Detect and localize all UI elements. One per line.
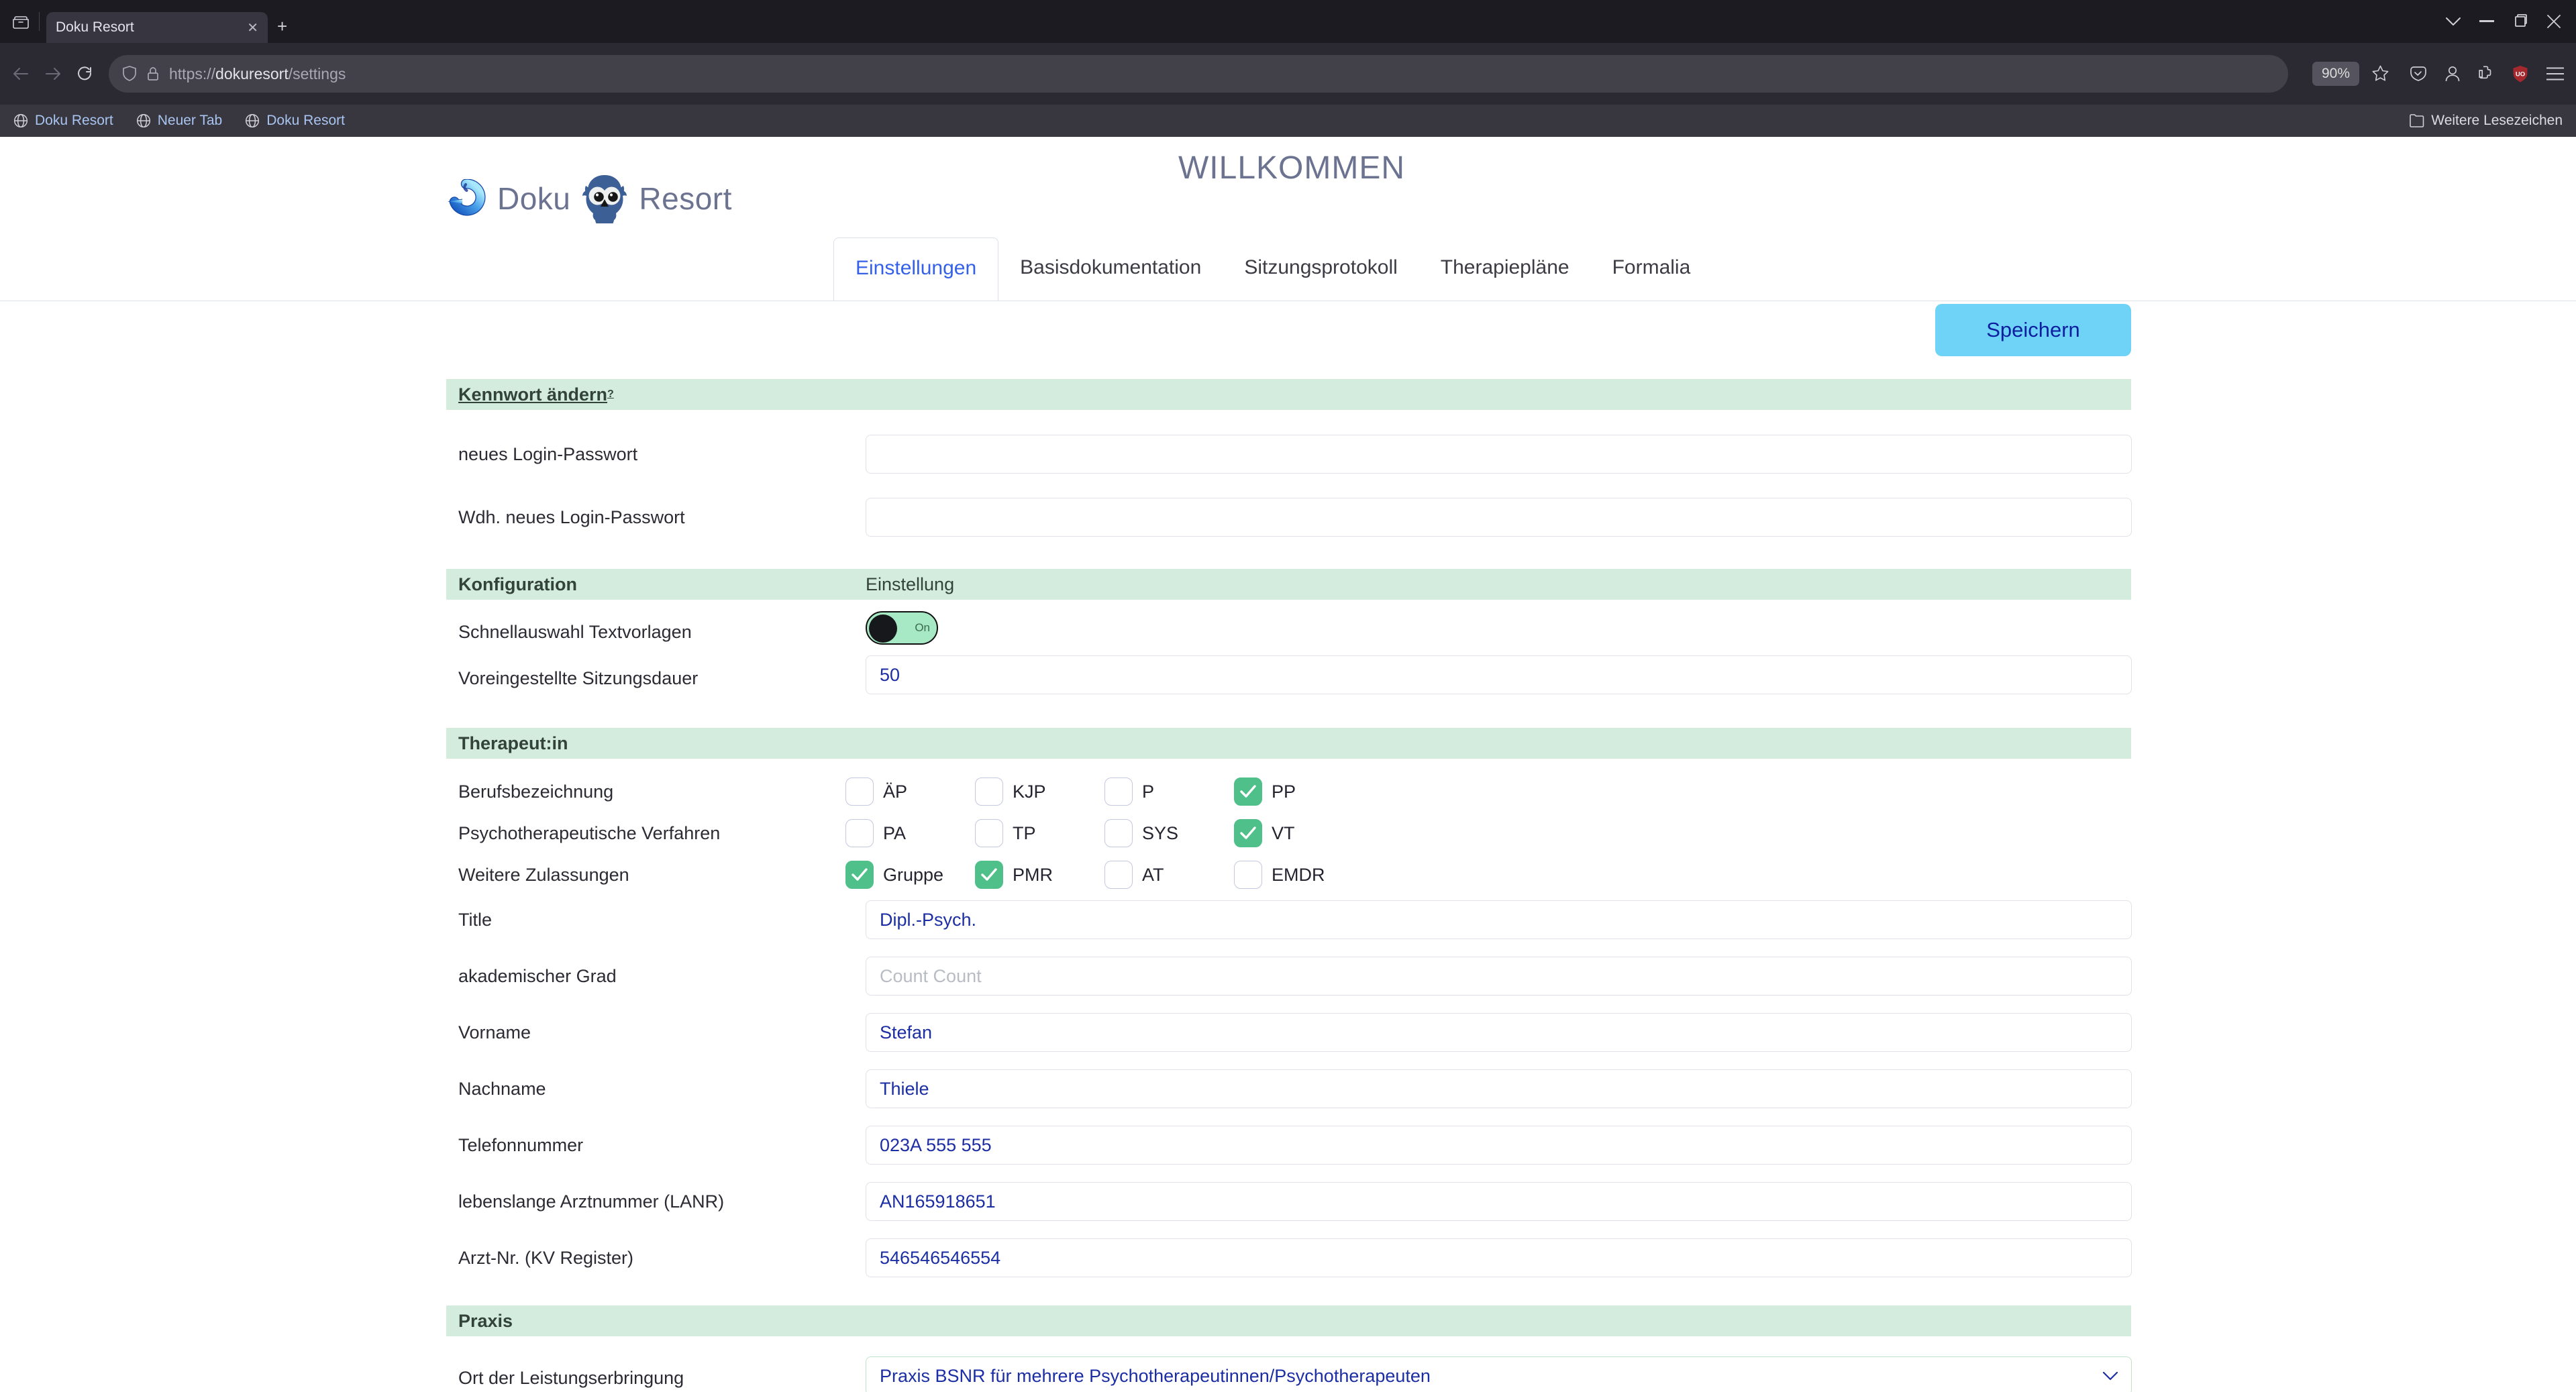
svg-text:UO: UO	[2516, 71, 2525, 78]
